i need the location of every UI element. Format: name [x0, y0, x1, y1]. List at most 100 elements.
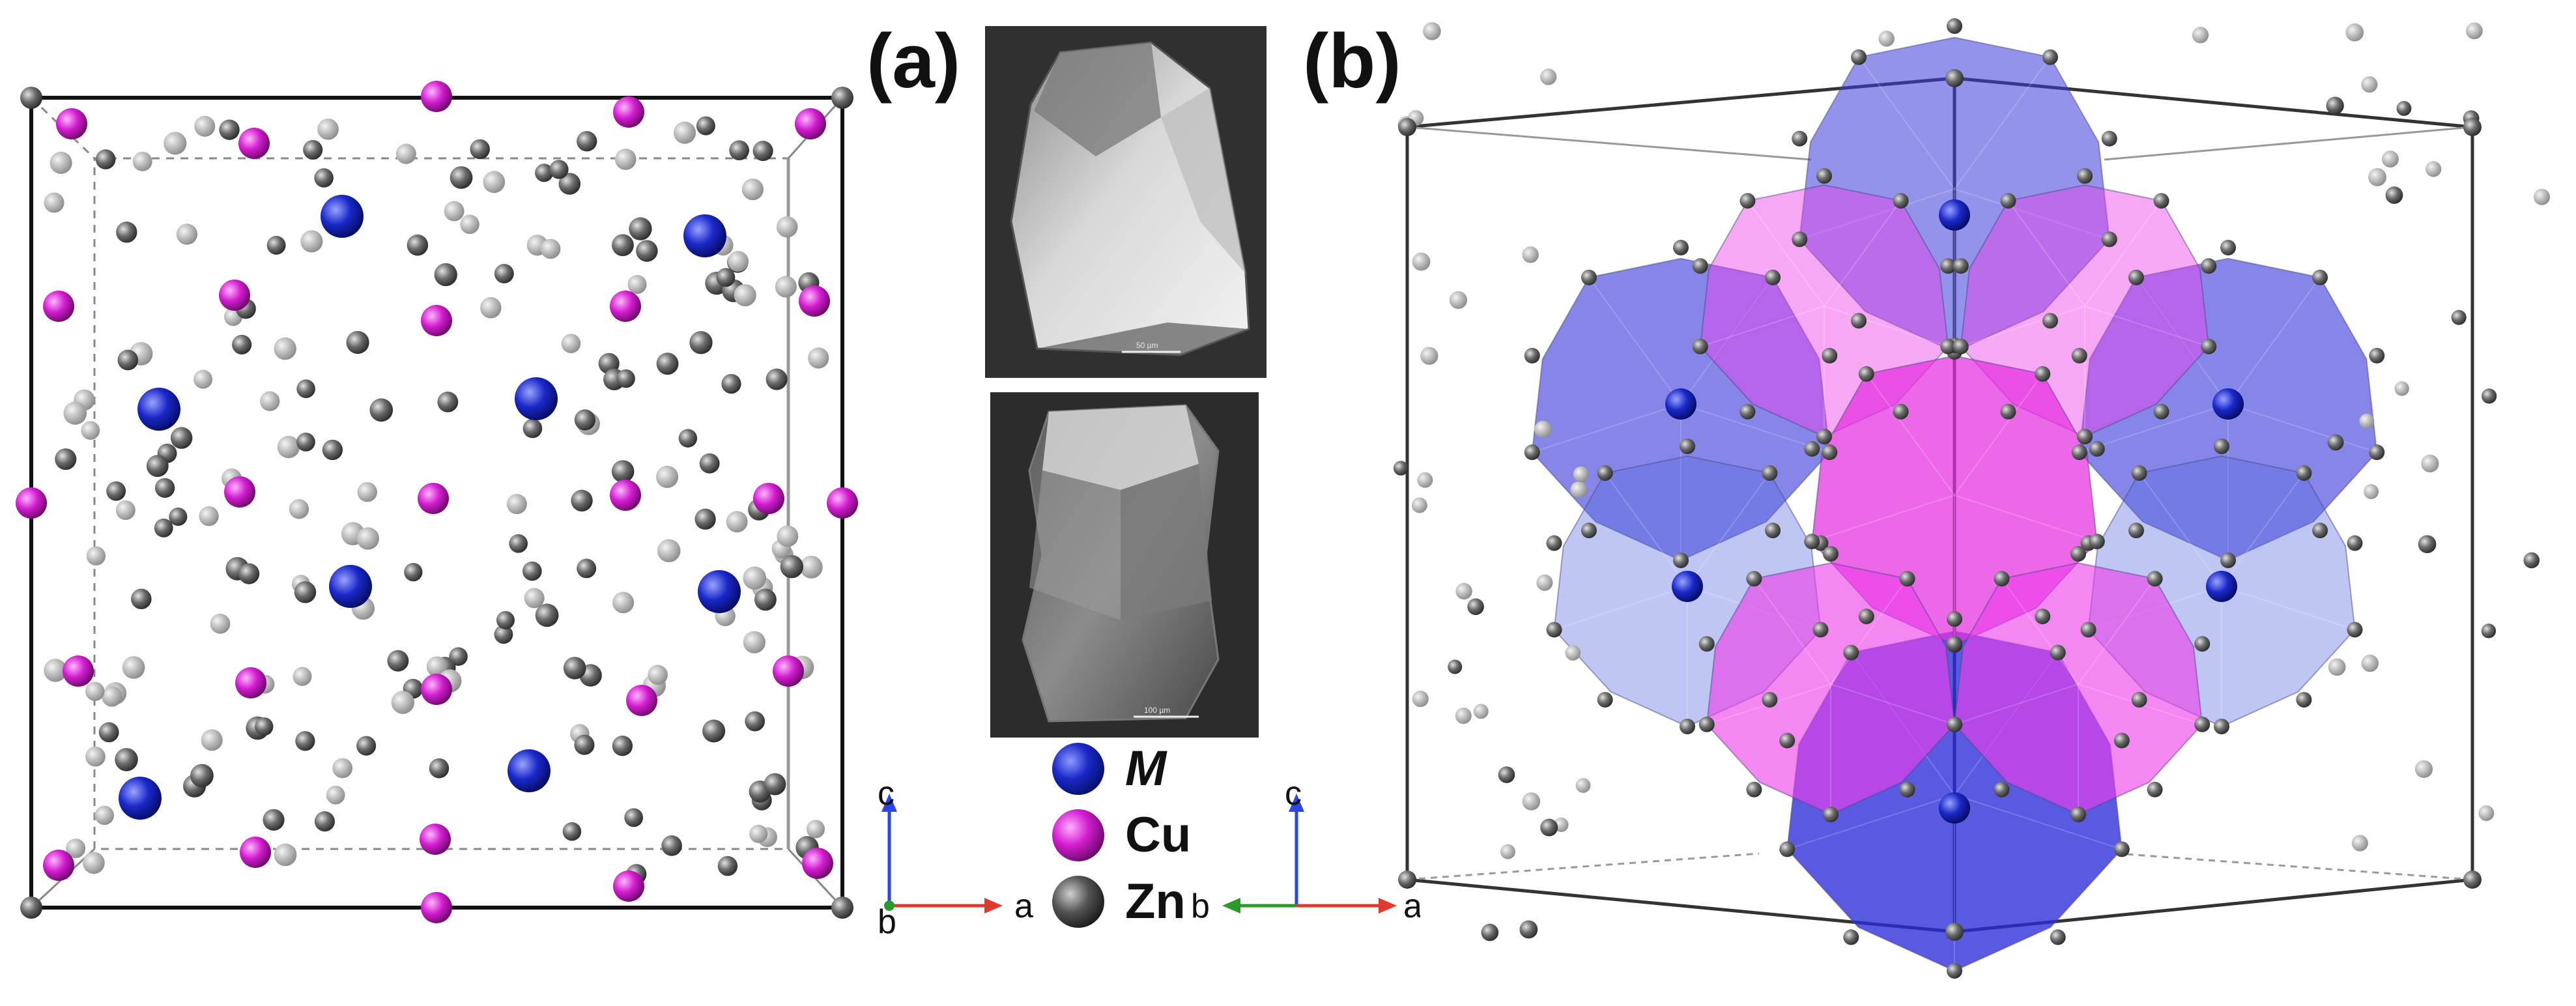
atom [1947, 611, 1962, 627]
atom [146, 455, 169, 478]
atom [2481, 624, 2497, 639]
atom [1939, 199, 1970, 231]
atom [494, 625, 513, 644]
atom [115, 500, 136, 521]
atom [1940, 258, 1956, 274]
atom [1540, 818, 1558, 837]
atom [117, 349, 139, 371]
atom [224, 476, 255, 508]
atom [1939, 792, 1970, 824]
atom [699, 453, 720, 474]
atom [2328, 658, 2346, 676]
atom [524, 588, 545, 609]
atom [1858, 609, 1874, 625]
atom [434, 263, 457, 287]
axis-label-c-b: c [1285, 782, 1302, 812]
atom [296, 433, 315, 452]
atom [2451, 309, 2467, 325]
atom [81, 421, 100, 440]
atom [2396, 100, 2412, 116]
atom [522, 418, 543, 438]
atom [429, 758, 450, 779]
atom [395, 143, 416, 164]
axis-label-a-a: a [1014, 887, 1033, 925]
atom [1522, 246, 1539, 263]
atom [1945, 923, 1964, 941]
atom [1597, 691, 1613, 708]
atom [2421, 454, 2439, 473]
atom [85, 746, 106, 767]
atom [1899, 571, 1915, 587]
atom [612, 736, 633, 756]
atom [1448, 659, 1463, 674]
atom-layer-b [1393, 18, 2551, 979]
atom [326, 785, 345, 805]
atom [2077, 168, 2093, 184]
atom [656, 352, 679, 375]
atom [2050, 644, 2066, 661]
atom [522, 561, 542, 581]
atom [418, 483, 449, 514]
atom [655, 465, 679, 488]
atom [574, 734, 595, 755]
atom [745, 711, 766, 732]
atom [613, 96, 644, 128]
atom [444, 201, 465, 222]
atom [613, 870, 644, 902]
atom [1739, 193, 1756, 209]
atom [95, 149, 116, 169]
atom [321, 195, 364, 238]
atom [1822, 347, 1838, 364]
atom [1843, 644, 1859, 661]
atom [2312, 269, 2328, 285]
atom [729, 140, 749, 161]
atom [535, 164, 554, 182]
atom [322, 439, 343, 461]
atom [2113, 732, 2130, 749]
atom [2089, 534, 2105, 550]
atom [1481, 923, 1499, 941]
atom [235, 667, 266, 698]
legend-label-cu: Cu [1125, 807, 1192, 863]
atom [753, 483, 784, 514]
atom [766, 368, 788, 390]
atom [1573, 466, 1589, 482]
atom [2296, 465, 2312, 481]
atom [56, 108, 87, 139]
atom [1546, 622, 1562, 638]
atom [2077, 429, 2093, 444]
axis-indicator-a: c a b [878, 782, 1033, 938]
atom [776, 216, 798, 238]
atom [2089, 440, 2105, 457]
atom [1455, 708, 1472, 725]
atom [2414, 760, 2433, 778]
atom [116, 222, 137, 243]
atom [2364, 483, 2379, 500]
atom [558, 173, 581, 195]
atom [450, 166, 473, 189]
atom [802, 848, 833, 879]
atom [1680, 438, 1695, 454]
atom [754, 588, 777, 611]
atom [391, 691, 415, 714]
axis-indicator-b: c a b [1191, 782, 1420, 925]
atom [199, 506, 219, 526]
atom [1698, 716, 1715, 732]
atom [563, 657, 586, 680]
polyhedra-layer [1531, 36, 2378, 972]
atom [678, 429, 698, 448]
atom [44, 192, 64, 213]
scale-bar-bottom: 100 µm [1144, 706, 1170, 715]
atom [648, 665, 668, 685]
sem-image-top: 50 µm [985, 26, 1267, 378]
atom [479, 297, 502, 319]
atom [734, 283, 756, 307]
atom [509, 534, 528, 553]
atom [2070, 546, 2086, 562]
atom [94, 805, 115, 826]
atom [449, 647, 468, 666]
atom [610, 291, 641, 322]
atom [2000, 403, 2016, 420]
atom [2466, 22, 2483, 40]
atom [2351, 835, 2368, 852]
